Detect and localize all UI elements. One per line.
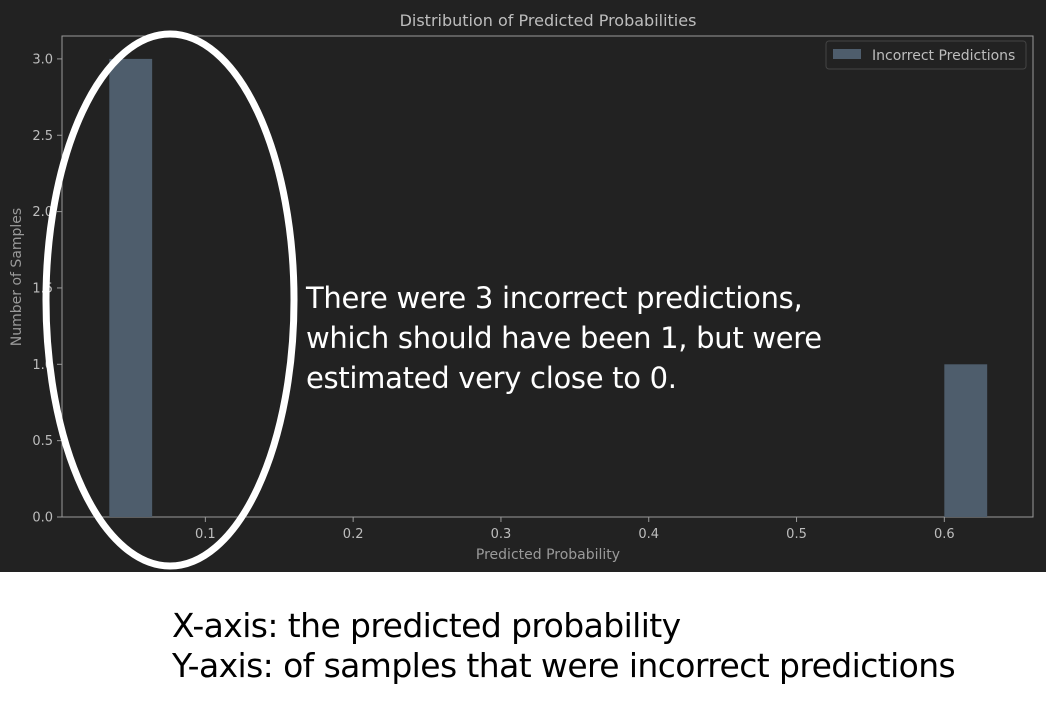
annotation-line: which should have been 1, but were — [306, 321, 822, 355]
x-tick-label: 0.2 — [343, 527, 364, 542]
histogram-chart: 0.1 0.2 0.3 0.4 0.5 0.60.00.51.01.52.02.53.0 … — [9, 11, 1034, 570]
caption-x-axis: X-axis: the predicted probability — [172, 606, 681, 645]
legend-label: Incorrect Predictions — [872, 48, 1015, 64]
y-tick-label: 3.0 — [32, 52, 53, 67]
x-tick-label: 0.4 — [638, 527, 659, 542]
highlight-ellipse — [42, 30, 298, 570]
annotation-line: There were 3 incorrect predictions, — [306, 281, 803, 315]
chart-title: Distribution of Predicted Probabilities — [400, 11, 697, 30]
legend-frame — [825, 40, 1027, 70]
y-tick-label: 0.5 — [32, 434, 53, 449]
annotation-text: There were 3 incorrect predictions, whic… — [306, 278, 866, 398]
x-tick-label: 0.1 — [195, 527, 216, 542]
legend-swatch — [833, 49, 861, 59]
y-tick-label: 0.0 — [32, 511, 53, 526]
y-axis-label: Number of Samples — [9, 208, 25, 346]
annotation-line: estimated very close to 0. — [306, 361, 677, 395]
x-tick-label: 0.3 — [491, 527, 512, 542]
plot-frame — [61, 35, 1034, 518]
x-tick-label: 0.6 — [934, 527, 955, 542]
axes — [61, 35, 1034, 518]
y-tick-label: 2.5 — [32, 129, 53, 144]
caption-y-axis: Y-axis: of samples that were incorrect p… — [172, 646, 956, 685]
bars — [109, 58, 988, 518]
caption: X-axis: the predicted probability Y-axis… — [172, 606, 956, 686]
chart-panel: 0.1 0.2 0.3 0.4 0.5 0.6 0.0 0.5 1.0 1.5 2.0 2.5 3.0 … — [0, 0, 1046, 572]
x-tick-label: 0.5 — [786, 527, 807, 542]
legend: Incorrect Predictions — [825, 40, 1027, 70]
histogram-bar — [944, 364, 988, 517]
y-tick-label: 2.0 — [32, 205, 53, 220]
x-axis-label: Predicted Probability — [476, 547, 620, 563]
histogram-bar — [109, 58, 153, 518]
